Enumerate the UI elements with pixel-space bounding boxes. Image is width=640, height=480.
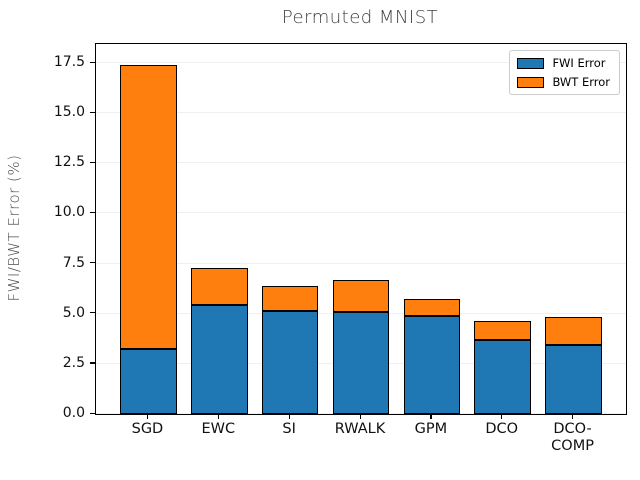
- x-tick-mark: [288, 414, 290, 419]
- y-tick-mark: [90, 362, 95, 364]
- gridline: [96, 112, 626, 114]
- x-tick-label-ewc: EWC: [201, 421, 236, 437]
- bar-segment-sgd-bwt-error: [120, 65, 177, 349]
- gridline: [96, 262, 626, 264]
- y-axis-label: FWI/BWT Error (%): [5, 154, 23, 302]
- y-tick-mark: [90, 111, 95, 113]
- y-tick-mark: [90, 211, 95, 214]
- x-tick-mark: [572, 414, 574, 419]
- y-tick-mark: [90, 412, 95, 414]
- bar-segment-rwalk-bwt-error: [332, 279, 390, 312]
- y-tick-label: 2.5: [62, 354, 85, 371]
- y-tick-mark: [90, 262, 95, 264]
- legend-label-fwi-error: FWI Error: [552, 56, 606, 70]
- bar-segment-dco-comp-bwt-error: [545, 316, 602, 345]
- legend-swatch-fwi-error: [517, 57, 545, 69]
- bar-segment-gpm-bwt-error: [403, 298, 461, 316]
- x-tick-label-gpm: GPM: [414, 421, 448, 437]
- chart-title: Permuted MNIST: [281, 7, 439, 28]
- gridline: [96, 162, 626, 164]
- y-tick-mark: [90, 161, 95, 163]
- bar-segment-ewc-fwi-error: [190, 304, 248, 414]
- bar-segment-si-fwi-error: [261, 310, 319, 414]
- y-tick-label: 17.5: [53, 54, 85, 71]
- y-tick-label: 15.0: [53, 104, 85, 121]
- legend-swatch-bwt-error: [517, 76, 545, 88]
- y-tick-label: 10.0: [53, 204, 85, 221]
- plot-area: FWI Error BWT Error: [95, 43, 627, 415]
- gridline: [96, 212, 626, 214]
- bar-segment-si-bwt-error: [261, 285, 319, 311]
- bar-segment-dco-bwt-error: [474, 320, 532, 340]
- bar-segment-gpm-fwi-error: [403, 315, 461, 414]
- x-tick-label-si: SI: [282, 421, 296, 437]
- legend-row-bwt-error: BWT Error: [517, 75, 610, 89]
- x-tick-label-dco-comp: DCO- COMP: [551, 421, 594, 455]
- y-tick-mark: [90, 312, 95, 314]
- bar-segment-rwalk-fwi-error: [332, 311, 390, 414]
- x-tick-mark: [501, 414, 503, 419]
- legend-label-bwt-error: BWT Error: [552, 75, 610, 89]
- x-tick-mark: [430, 414, 432, 419]
- x-tick-label-dco: DCO: [485, 421, 519, 437]
- x-tick-label-rwalk: RWALK: [334, 421, 386, 437]
- bar-segment-sgd-fwi-error: [120, 348, 177, 414]
- x-tick-mark: [146, 414, 149, 419]
- y-tick-label: 7.5: [62, 254, 85, 271]
- bar-segment-ewc-bwt-error: [190, 267, 248, 305]
- legend-row-fwi-error: FWI Error: [517, 56, 610, 70]
- y-tick-label: 12.5: [53, 154, 85, 171]
- x-tick-label-sgd: SGD: [131, 421, 164, 437]
- bar-segment-dco-fwi-error: [474, 339, 532, 414]
- y-tick-mark: [90, 61, 95, 63]
- legend: FWI Error BWT Error: [509, 50, 620, 95]
- x-tick-mark: [359, 414, 361, 419]
- y-tick-label: 0.0: [62, 405, 85, 421]
- x-tick-mark: [217, 414, 219, 419]
- gridline: [96, 62, 626, 64]
- y-tick-label: 5.0: [62, 304, 85, 321]
- bar-segment-dco-comp-fwi-error: [545, 344, 602, 414]
